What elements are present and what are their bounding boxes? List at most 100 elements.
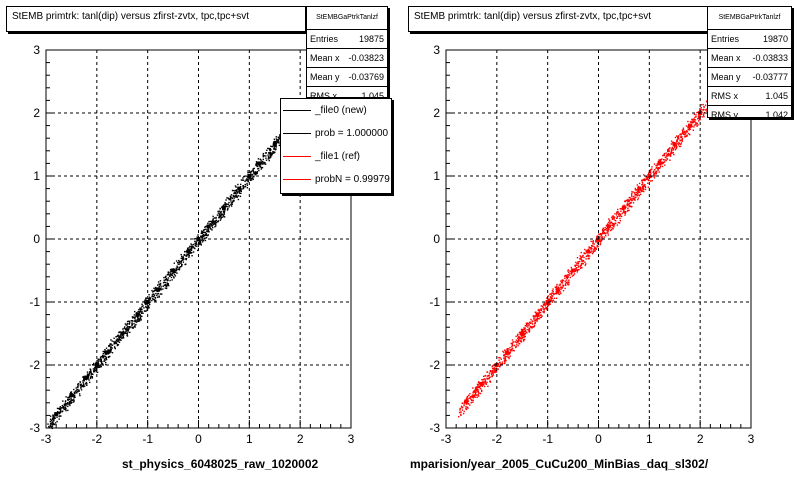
scatter-dot bbox=[108, 356, 110, 359]
scatter-dot bbox=[697, 115, 700, 117]
scatter-dot bbox=[699, 108, 701, 110]
scatter-dot bbox=[178, 263, 180, 265]
scatter-dot bbox=[528, 324, 530, 326]
scatter-dot bbox=[550, 300, 552, 302]
scatter-dot bbox=[576, 269, 579, 272]
scatter-dot bbox=[79, 381, 82, 383]
scatter-dot bbox=[154, 296, 157, 299]
scatter-dot bbox=[686, 134, 688, 136]
scatter-dot bbox=[626, 210, 629, 212]
scatter-dot bbox=[580, 264, 582, 266]
scatter-dot bbox=[103, 350, 106, 353]
scatter-dot bbox=[503, 357, 505, 359]
scatter-dot bbox=[686, 135, 688, 137]
scatter-dot bbox=[222, 210, 225, 213]
scatter-dot bbox=[235, 195, 238, 197]
scatter-dot bbox=[594, 246, 596, 249]
scatter-dot bbox=[561, 280, 563, 282]
scatter-dot bbox=[656, 163, 658, 165]
scatter-dot bbox=[270, 156, 272, 158]
scatter-dot bbox=[520, 337, 522, 339]
scatter-dot bbox=[641, 184, 643, 186]
scatter-dot bbox=[602, 230, 605, 232]
scatter-dot bbox=[265, 152, 268, 154]
scatter-dot bbox=[82, 380, 84, 382]
scatter-dot bbox=[459, 407, 461, 410]
scatter-dot bbox=[671, 141, 674, 144]
scatter-dot bbox=[171, 274, 174, 277]
scatter-dot bbox=[630, 198, 633, 200]
scatter-dot bbox=[558, 293, 560, 296]
scatter-dot bbox=[185, 258, 187, 261]
scatter-dot bbox=[458, 416, 460, 418]
scatter-dot bbox=[540, 316, 542, 318]
scatter-dot bbox=[73, 400, 75, 402]
scatter-dot bbox=[511, 343, 514, 345]
right-x-axis-title: mparision/year_2005_CuCu200_MinBias_daq_… bbox=[410, 457, 709, 471]
scatter-dot bbox=[634, 192, 636, 195]
scatter-dot bbox=[269, 149, 271, 151]
scatter-dot bbox=[141, 311, 143, 313]
scatter-dot bbox=[568, 279, 570, 281]
scatter-dot bbox=[100, 360, 102, 363]
scatter-dot bbox=[147, 306, 149, 308]
scatter-dot bbox=[140, 311, 142, 313]
stats-label: RMS x bbox=[711, 91, 738, 101]
scatter-dot bbox=[653, 177, 656, 179]
scatter-dot bbox=[172, 272, 174, 275]
scatter-dot bbox=[630, 202, 632, 204]
scatter-dot bbox=[682, 127, 685, 129]
stats-label: Mean x bbox=[711, 53, 741, 63]
scatter-dot bbox=[139, 309, 142, 311]
scatter-dot bbox=[564, 280, 566, 282]
scatter-dot bbox=[70, 391, 73, 393]
scatter-dot bbox=[131, 323, 133, 326]
scatter-dot bbox=[489, 369, 492, 372]
scatter-dot bbox=[64, 402, 66, 405]
scatter-dot bbox=[200, 235, 202, 237]
scatter-dot bbox=[610, 229, 612, 232]
scatter-dot bbox=[269, 155, 272, 157]
scatter-dot bbox=[109, 355, 111, 358]
scatter-dot bbox=[470, 396, 472, 398]
scatter-dot bbox=[567, 283, 569, 286]
scatter-dot bbox=[669, 159, 671, 161]
scatter-dot bbox=[527, 324, 529, 327]
scatter-dot bbox=[655, 173, 657, 175]
scatter-dot bbox=[145, 310, 147, 312]
scatter-dot bbox=[641, 181, 643, 183]
scatter-dot bbox=[70, 401, 72, 403]
scatter-dot bbox=[141, 303, 143, 305]
scatter-dot bbox=[69, 398, 71, 400]
scatter-dot bbox=[118, 341, 121, 343]
scatter-dot bbox=[562, 286, 564, 288]
scatter-dot bbox=[235, 186, 237, 188]
scatter-dot bbox=[230, 195, 232, 198]
scatter-dot bbox=[221, 213, 224, 216]
scatter-dot bbox=[213, 217, 215, 219]
scatter-dot bbox=[172, 276, 175, 278]
scatter-dot bbox=[154, 288, 157, 290]
scatter-dot bbox=[472, 394, 474, 396]
scatter-dot bbox=[75, 387, 77, 389]
scatter-dot bbox=[675, 135, 678, 137]
scatter-dot bbox=[508, 353, 511, 355]
scatter-dot bbox=[583, 252, 585, 254]
scatter-dot bbox=[244, 183, 247, 186]
scatter-dot bbox=[587, 255, 589, 257]
scatter-dot bbox=[47, 423, 49, 425]
scatter-dot bbox=[176, 272, 178, 274]
scatter-dot bbox=[486, 371, 488, 373]
scatter-dot bbox=[489, 376, 491, 378]
scatter-dot bbox=[257, 168, 259, 170]
scatter-dot bbox=[83, 385, 86, 387]
scatter-dot bbox=[96, 371, 99, 373]
scatter-dot bbox=[90, 372, 92, 374]
scatter-dot bbox=[686, 130, 688, 132]
scatter-dot bbox=[584, 264, 586, 266]
scatter-dot bbox=[691, 125, 693, 128]
scatter-dot bbox=[580, 251, 582, 254]
scatter-dot bbox=[168, 284, 170, 287]
scatter-dot bbox=[481, 379, 483, 381]
scatter-dot bbox=[622, 211, 624, 214]
